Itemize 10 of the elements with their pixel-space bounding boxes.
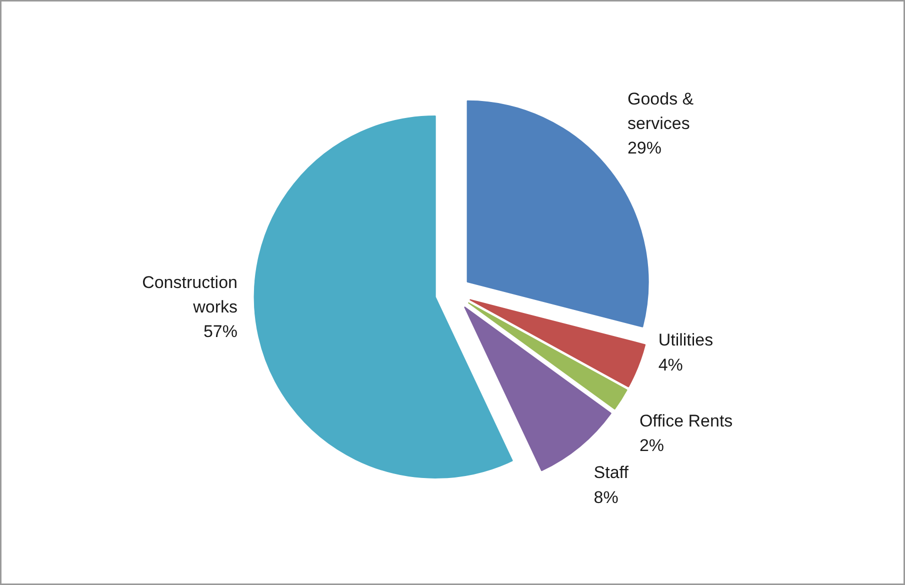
data-label: 4% xyxy=(658,355,683,374)
data-label: 57% xyxy=(203,322,238,342)
data-label: 8% xyxy=(594,488,618,507)
slice-label: Staff xyxy=(594,463,629,482)
slice-label: Construction works xyxy=(142,272,238,316)
slice-label: Goods & services xyxy=(627,89,694,133)
slice-label: Office Rents xyxy=(639,411,733,430)
data-label: 29% xyxy=(627,138,662,158)
slice-label: Utilities xyxy=(658,330,714,350)
data-label: 2% xyxy=(639,436,664,456)
